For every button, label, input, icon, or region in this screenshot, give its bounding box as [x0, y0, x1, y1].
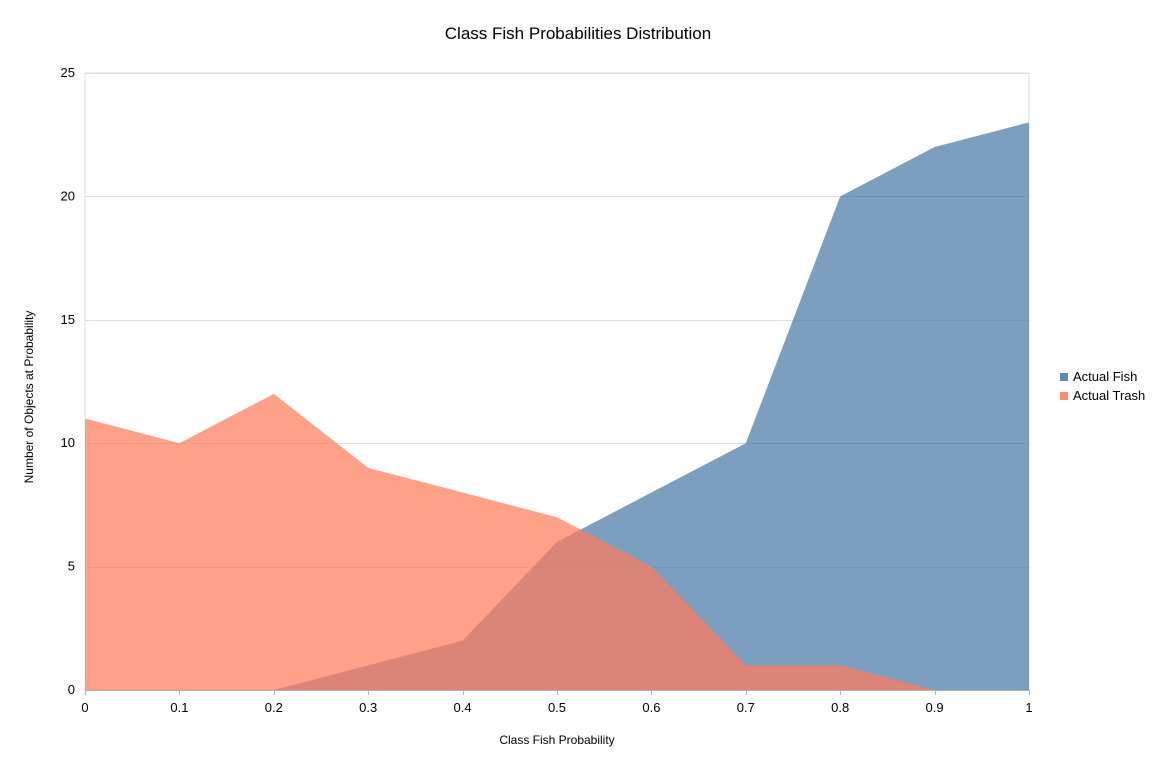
x-tick-label-6: 0.6 — [642, 700, 660, 715]
legend-item-actual-fish: Actual Fish — [1060, 367, 1145, 386]
legend-label-actual-trash: Actual Trash — [1073, 388, 1146, 403]
x-tick-label-0: 0 — [81, 700, 88, 715]
y-axis-label: Number of Objects at Probability — [22, 310, 36, 484]
legend-item-actual-trash: Actual Trash — [1060, 386, 1145, 405]
y-tick-label-2: 10 — [61, 435, 75, 450]
y-tick-label-0: 0 — [68, 682, 75, 697]
x-tick-label-5: 0.5 — [548, 700, 566, 715]
x-tick-label-4: 0.4 — [454, 700, 472, 715]
y-tick-label-1: 5 — [68, 559, 75, 574]
x-tick-label-1: 0.1 — [170, 700, 188, 715]
legend-swatch-actual-trash — [1060, 391, 1068, 400]
x-tick-label-3: 0.3 — [359, 700, 377, 715]
x-tick-label-2: 0.2 — [265, 700, 283, 715]
area-series-actual-fish — [85, 122, 1029, 691]
legend-swatch-actual-fish — [1060, 372, 1068, 381]
area-series-actual-trash — [85, 393, 1029, 690]
x-tick-label-9: 0.9 — [926, 700, 944, 715]
x-tick-label-10: 1 — [1025, 700, 1032, 715]
y-tick-label-5: 25 — [61, 65, 75, 80]
x-tick-label-7: 0.7 — [737, 700, 755, 715]
y-tick-label-4: 20 — [61, 188, 75, 203]
legend-label-actual-fish: Actual Fish — [1073, 369, 1138, 384]
x-tick-label-8: 0.8 — [831, 700, 849, 715]
y-tick-label-3: 15 — [61, 312, 75, 327]
legend: Actual Fish Actual Trash — [1060, 367, 1145, 405]
x-axis-label: Class Fish Probability — [499, 733, 615, 747]
chart-title: Class Fish Probabilities Distribution — [444, 24, 712, 43]
